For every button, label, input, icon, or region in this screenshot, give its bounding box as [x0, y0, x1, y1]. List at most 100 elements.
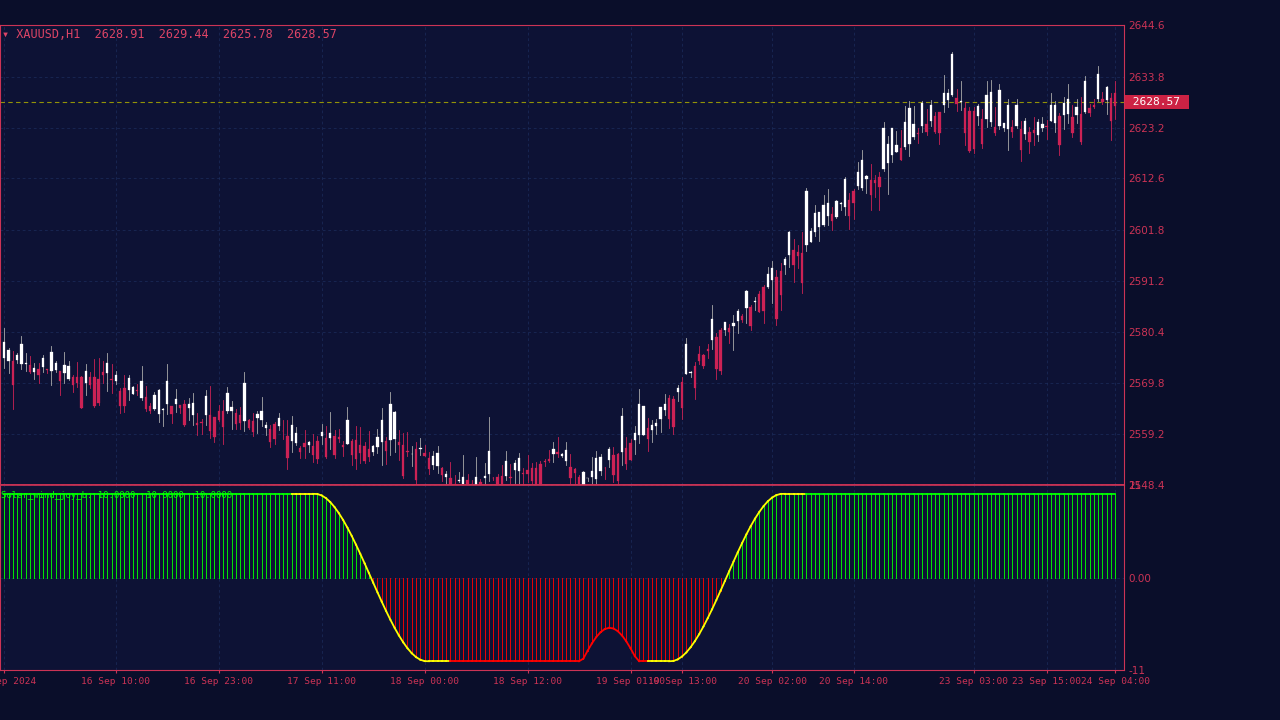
Bar: [561, 454, 563, 456]
Bar: [980, 119, 983, 145]
Bar: [869, 180, 872, 195]
Bar: [767, 274, 769, 287]
Bar: [462, 477, 465, 484]
Bar: [274, 424, 275, 439]
Bar: [814, 213, 817, 233]
Bar: [364, 446, 366, 462]
Bar: [783, 258, 786, 265]
Bar: [183, 404, 186, 426]
Bar: [1114, 94, 1116, 106]
Bar: [745, 291, 748, 308]
Bar: [716, 338, 718, 369]
Bar: [265, 426, 268, 428]
Bar: [677, 388, 678, 392]
Bar: [955, 98, 957, 104]
Bar: [732, 323, 735, 326]
Bar: [1015, 105, 1018, 125]
Bar: [355, 440, 357, 459]
Bar: [351, 441, 353, 455]
Bar: [582, 472, 585, 485]
Bar: [887, 143, 890, 163]
Bar: [698, 354, 700, 361]
Bar: [796, 253, 799, 256]
Bar: [179, 405, 182, 408]
Bar: [818, 212, 820, 227]
Bar: [827, 202, 829, 216]
Bar: [59, 372, 61, 381]
Bar: [685, 344, 687, 374]
Bar: [637, 404, 640, 435]
Bar: [157, 390, 160, 415]
Bar: [612, 456, 614, 474]
Bar: [174, 400, 177, 404]
Bar: [973, 111, 975, 149]
Bar: [372, 446, 374, 451]
Bar: [93, 377, 96, 406]
Bar: [214, 418, 215, 438]
Bar: [320, 432, 323, 436]
Bar: [419, 448, 421, 449]
Bar: [604, 467, 605, 469]
Bar: [557, 452, 559, 454]
Bar: [436, 453, 439, 467]
Bar: [922, 103, 923, 127]
Bar: [1053, 105, 1056, 122]
Bar: [479, 482, 481, 504]
Bar: [63, 364, 65, 373]
Bar: [406, 451, 408, 452]
Bar: [256, 414, 259, 418]
Bar: [385, 441, 388, 451]
Bar: [891, 127, 893, 155]
Bar: [303, 444, 306, 447]
Bar: [882, 128, 884, 168]
Bar: [402, 446, 404, 476]
Bar: [325, 438, 328, 457]
Bar: [998, 90, 1001, 126]
Bar: [68, 366, 70, 379]
Bar: [942, 93, 945, 105]
Bar: [55, 363, 56, 369]
Bar: [681, 382, 684, 408]
Bar: [148, 405, 151, 411]
Bar: [128, 378, 129, 390]
Bar: [809, 231, 812, 241]
Bar: [719, 330, 722, 371]
Bar: [904, 122, 906, 148]
Bar: [12, 361, 14, 384]
Bar: [466, 480, 468, 488]
Bar: [8, 350, 10, 361]
Bar: [1062, 104, 1065, 115]
Bar: [88, 377, 91, 385]
Bar: [1097, 73, 1100, 99]
Bar: [102, 372, 104, 375]
Bar: [239, 415, 242, 423]
Bar: [500, 476, 503, 495]
Bar: [723, 323, 726, 330]
Bar: [849, 199, 850, 215]
Bar: [1020, 130, 1021, 150]
Bar: [526, 469, 529, 474]
Bar: [672, 400, 675, 426]
Bar: [445, 474, 447, 477]
Bar: [287, 436, 288, 458]
Bar: [221, 411, 224, 427]
Bar: [646, 428, 649, 438]
Bar: [132, 387, 134, 394]
Bar: [497, 477, 499, 492]
Bar: [196, 423, 198, 425]
Text: ▾ XAUUSD,H1  2628.91  2629.44  2625.78  2628.57: ▾ XAUUSD,H1 2628.91 2629.44 2625.78 2628…: [3, 27, 337, 40]
Bar: [570, 467, 572, 479]
Bar: [763, 287, 764, 312]
Bar: [440, 468, 443, 474]
Bar: [728, 328, 731, 332]
Bar: [1071, 117, 1074, 132]
Bar: [1041, 125, 1043, 128]
Bar: [805, 192, 808, 246]
Bar: [655, 423, 658, 426]
Bar: [736, 311, 739, 321]
Bar: [1046, 126, 1048, 127]
Bar: [329, 433, 332, 438]
Bar: [544, 461, 547, 462]
Bar: [110, 379, 113, 380]
Bar: [909, 108, 910, 144]
